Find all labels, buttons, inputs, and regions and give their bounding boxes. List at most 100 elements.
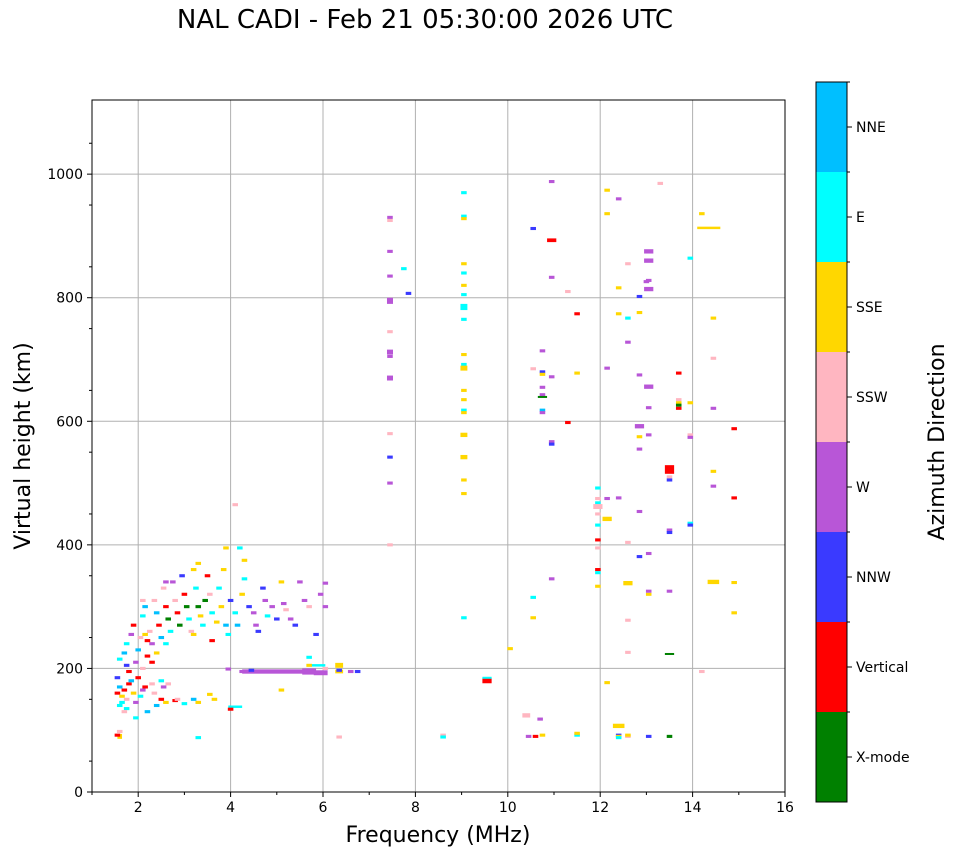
y-tick-label: 600: [56, 414, 83, 430]
data-point-e: [687, 256, 694, 260]
data-point-w: [636, 373, 643, 377]
data-point-w: [548, 577, 555, 581]
data-point-sse: [195, 561, 202, 565]
data-point-x-mode: [664, 652, 675, 655]
data-point-x-mode: [675, 403, 682, 407]
data-point-w: [386, 375, 393, 381]
data-point-vertical: [204, 574, 211, 578]
data-point-e: [137, 694, 144, 698]
data-point-w: [636, 509, 643, 514]
data-point-ssw: [625, 618, 631, 622]
data-point-ssw: [699, 669, 705, 674]
data-point-w: [262, 598, 269, 603]
data-point-sse: [153, 651, 160, 655]
data-point-e: [232, 611, 238, 615]
data-point-sse: [197, 614, 204, 618]
data-point-nne: [539, 408, 546, 412]
data-point-sse: [699, 212, 705, 216]
data-point-sse: [278, 688, 285, 692]
data-point-e: [440, 735, 446, 739]
data-point-sse: [461, 478, 467, 482]
data-point-sse: [623, 581, 633, 586]
data-point-w: [525, 734, 532, 738]
data-point-w: [615, 496, 622, 500]
data-point-w: [386, 297, 393, 304]
data-point-w: [710, 484, 717, 488]
data-point-nnw: [179, 574, 185, 578]
data-point-e: [595, 523, 601, 527]
data-point-sse: [239, 592, 245, 596]
data-point-ssw: [283, 608, 289, 612]
data-point-e: [461, 362, 467, 366]
data-point-ssw: [565, 289, 571, 294]
data-point-ssw: [522, 713, 531, 718]
data-point-ssw: [625, 650, 631, 654]
data-point-e: [237, 546, 243, 550]
data-point-w: [537, 717, 543, 721]
y-tick-label: 400: [56, 538, 83, 554]
x-tick-label: 2: [134, 800, 143, 816]
data-point-w: [170, 580, 176, 584]
data-point-e: [401, 267, 407, 271]
data-point-x-mode: [202, 598, 208, 603]
data-point-w: [322, 605, 329, 609]
colorbar-tick-label: SSW: [856, 390, 888, 406]
data-point-sse: [574, 731, 580, 735]
data-point-w: [645, 278, 652, 282]
plot-frame: [91, 99, 786, 793]
data-point-e: [461, 214, 467, 218]
data-point-nnw: [405, 291, 412, 295]
data-point-ssw: [625, 540, 631, 544]
data-point-x-mode: [177, 623, 183, 627]
data-point-vertical: [595, 568, 601, 572]
data-point-w: [645, 433, 652, 437]
colorbar-swatch-nne: [816, 82, 847, 172]
data-point-sse: [687, 401, 694, 405]
data-point-sse: [460, 365, 468, 371]
data-point-w: [313, 670, 328, 676]
data-point-e: [186, 617, 192, 621]
data-point-nnw: [114, 676, 121, 680]
colorbar-tick-label: E: [856, 210, 865, 226]
data-point-vertical: [114, 733, 121, 737]
data-point-vertical: [163, 605, 169, 609]
data-point-ssw: [207, 592, 213, 596]
y-axis-label: Virtual height (km): [11, 342, 36, 549]
data-point-sse: [507, 647, 513, 651]
data-point-e: [461, 616, 467, 620]
data-point-w: [242, 669, 312, 674]
data-point-vertical: [482, 678, 492, 684]
data-point-e: [530, 595, 536, 599]
data-point-w: [539, 411, 546, 415]
data-point-sse: [707, 579, 720, 585]
data-point-w: [128, 632, 135, 636]
data-point-sse: [190, 568, 197, 572]
data-point-vertical: [114, 691, 121, 695]
data-point-e: [209, 611, 215, 615]
data-point-vertical: [181, 592, 188, 596]
colorbar-tick-label: NNE: [856, 120, 886, 136]
data-point-sse: [539, 733, 546, 737]
data-point-ssw: [530, 367, 536, 371]
data-point-ssw: [595, 496, 601, 501]
data-point-ssw: [595, 546, 601, 550]
data-point-x-mode: [537, 395, 548, 398]
data-point-w: [387, 481, 393, 485]
data-point-w: [302, 668, 317, 675]
data-point-ssw: [149, 682, 155, 686]
data-point-sse: [636, 310, 643, 315]
data-point-ssw: [387, 330, 393, 334]
data-point-sse: [675, 401, 682, 405]
data-point-nne: [128, 679, 135, 683]
data-point-e: [615, 736, 622, 740]
data-point-nne: [153, 703, 160, 708]
data-point-e: [574, 733, 580, 737]
data-point-w: [133, 700, 139, 704]
data-point-vertical: [130, 623, 137, 627]
data-point-sse: [604, 212, 610, 216]
data-point-nne: [190, 697, 197, 701]
data-point-ssw: [172, 598, 178, 603]
data-point-x-mode: [195, 605, 202, 609]
data-point-nnw: [636, 555, 643, 559]
data-point-w: [287, 617, 294, 621]
